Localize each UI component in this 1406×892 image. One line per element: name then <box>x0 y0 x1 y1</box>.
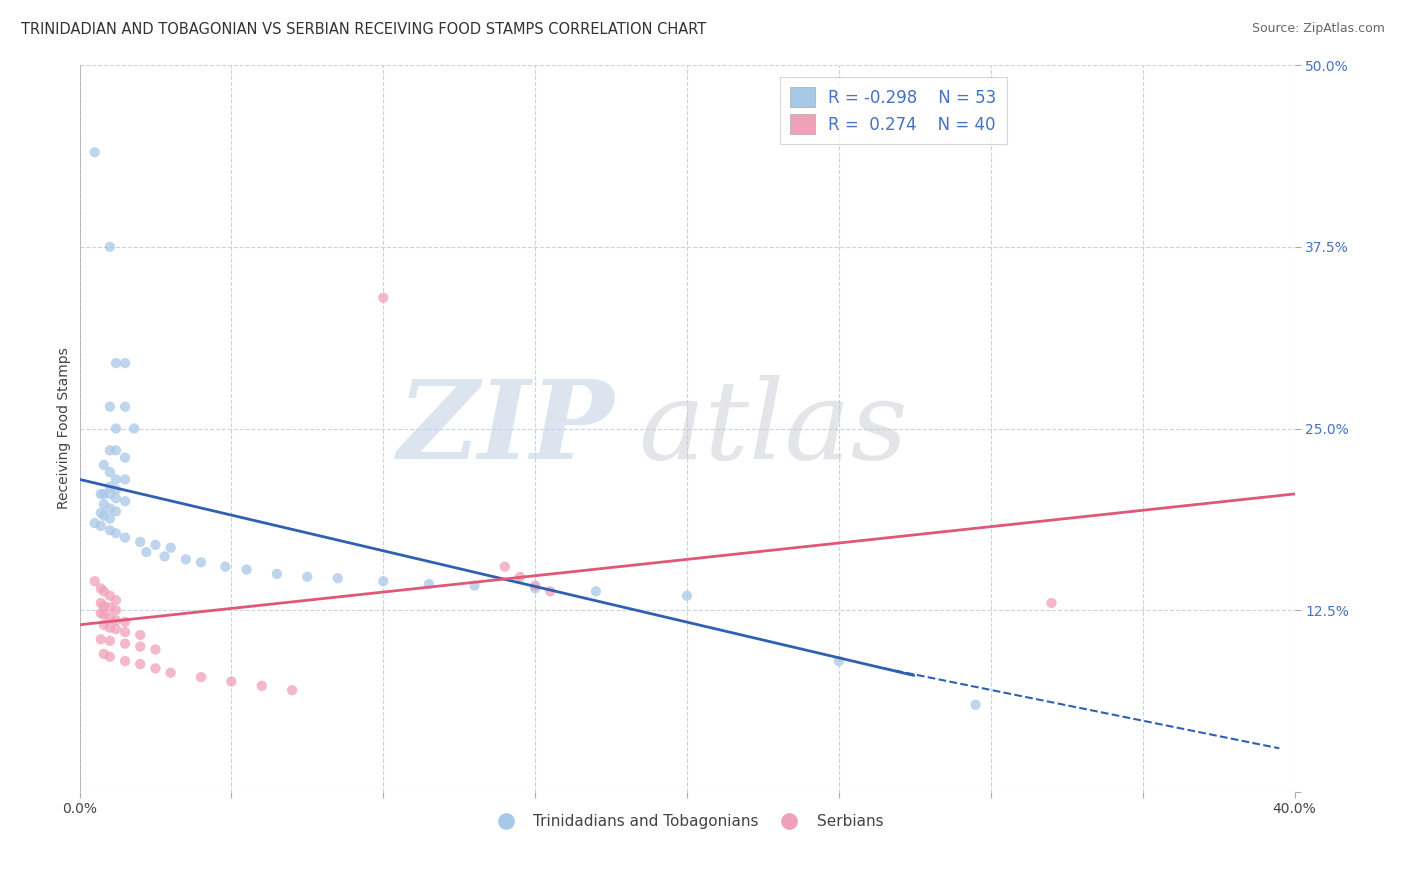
Point <box>129 628 152 642</box>
Point <box>98 400 121 414</box>
Point <box>93 607 115 622</box>
Point <box>373 574 395 589</box>
Point <box>98 511 121 525</box>
Point <box>828 654 851 668</box>
Point <box>509 570 531 584</box>
Point <box>135 545 157 559</box>
Point <box>90 519 112 533</box>
Point <box>90 632 112 647</box>
Point <box>114 450 136 465</box>
Point <box>98 501 121 516</box>
Point <box>98 610 121 624</box>
Text: TRINIDADIAN AND TOBAGONIAN VS SERBIAN RECEIVING FOOD STAMPS CORRELATION CHART: TRINIDADIAN AND TOBAGONIAN VS SERBIAN RE… <box>21 22 706 37</box>
Point <box>98 600 121 615</box>
Point <box>373 291 395 305</box>
Point <box>104 483 127 497</box>
Point <box>98 633 121 648</box>
Point <box>104 443 127 458</box>
Point <box>1040 596 1063 610</box>
Point <box>93 617 115 632</box>
Point <box>104 421 127 435</box>
Point <box>104 526 127 541</box>
Point <box>93 508 115 523</box>
Point <box>524 578 547 592</box>
Point <box>90 606 112 620</box>
Y-axis label: Receiving Food Stamps: Receiving Food Stamps <box>58 348 72 509</box>
Point <box>114 494 136 508</box>
Point <box>174 552 197 566</box>
Point <box>98 523 121 537</box>
Point <box>114 654 136 668</box>
Point <box>93 497 115 511</box>
Point <box>266 566 288 581</box>
Point <box>190 670 212 684</box>
Point <box>114 531 136 545</box>
Legend: Trinidadians and Tobagonians, Serbians: Trinidadians and Tobagonians, Serbians <box>485 808 890 835</box>
Point <box>90 506 112 520</box>
Point <box>159 541 181 555</box>
Point <box>104 614 127 628</box>
Point <box>676 589 699 603</box>
Point <box>463 578 485 592</box>
Point <box>145 642 167 657</box>
Point <box>98 589 121 603</box>
Point <box>104 356 127 370</box>
Point <box>98 649 121 664</box>
Point <box>104 504 127 518</box>
Point <box>494 559 516 574</box>
Point <box>129 535 152 549</box>
Point <box>159 665 181 680</box>
Point <box>114 615 136 629</box>
Point <box>93 584 115 599</box>
Point <box>93 458 115 472</box>
Point <box>585 584 607 599</box>
Point <box>98 465 121 479</box>
Point <box>129 657 152 671</box>
Point <box>114 400 136 414</box>
Point <box>145 661 167 675</box>
Point <box>98 487 121 501</box>
Point <box>104 472 127 486</box>
Point <box>114 472 136 486</box>
Point <box>221 674 243 689</box>
Point <box>90 596 112 610</box>
Point <box>114 356 136 370</box>
Point <box>145 538 167 552</box>
Point <box>965 698 987 712</box>
Point <box>418 577 440 591</box>
Point <box>83 516 105 530</box>
Point <box>104 593 127 607</box>
Point <box>122 421 145 435</box>
Point <box>524 582 547 596</box>
Point <box>104 622 127 636</box>
Text: Source: ZipAtlas.com: Source: ZipAtlas.com <box>1251 22 1385 36</box>
Point <box>129 640 152 654</box>
Point <box>90 582 112 596</box>
Point <box>104 491 127 506</box>
Point <box>235 562 257 576</box>
Point <box>153 549 176 564</box>
Point <box>83 574 105 589</box>
Point <box>114 637 136 651</box>
Point <box>114 625 136 640</box>
Point <box>93 487 115 501</box>
Point <box>326 571 349 585</box>
Text: ZIP: ZIP <box>398 375 614 483</box>
Point <box>214 559 236 574</box>
Point <box>538 584 561 599</box>
Point <box>90 487 112 501</box>
Text: atlas: atlas <box>638 375 908 483</box>
Point <box>190 555 212 569</box>
Point <box>93 647 115 661</box>
Point <box>98 621 121 635</box>
Point <box>93 599 115 613</box>
Point <box>281 683 304 698</box>
Point <box>98 480 121 494</box>
Point <box>98 240 121 254</box>
Point <box>98 443 121 458</box>
Point <box>104 603 127 617</box>
Point <box>250 679 273 693</box>
Point <box>297 570 319 584</box>
Point <box>83 145 105 160</box>
